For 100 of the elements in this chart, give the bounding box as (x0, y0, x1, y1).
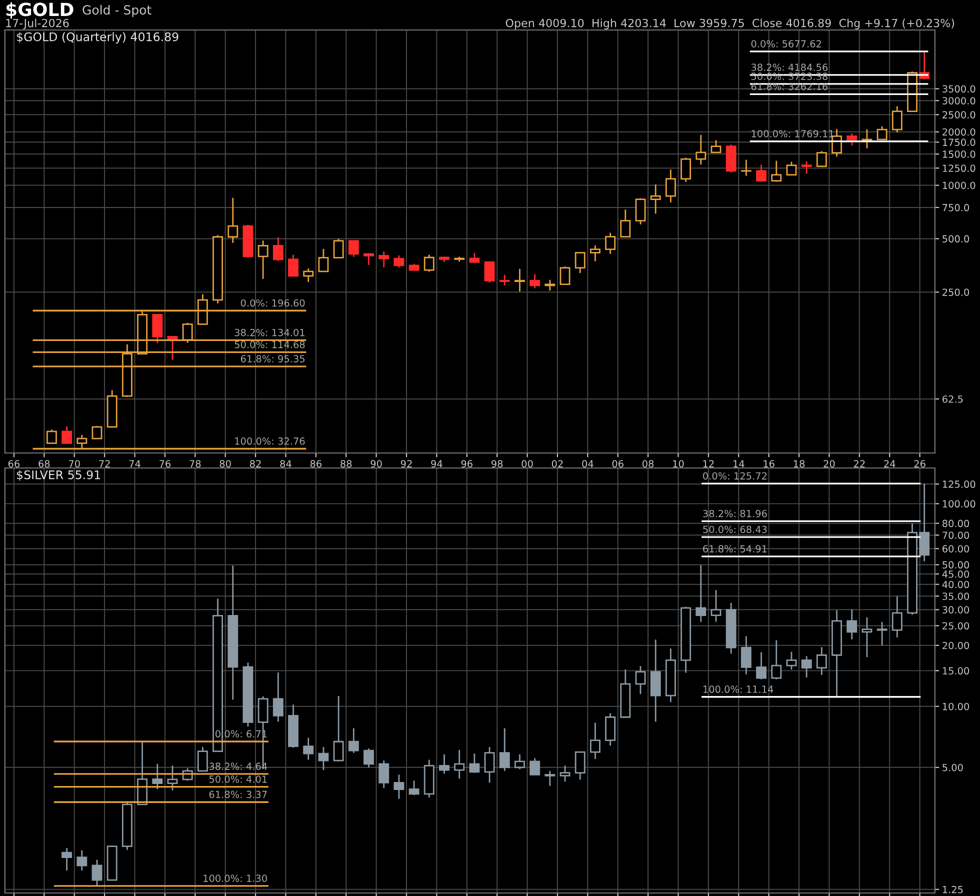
candlestick (876, 621, 888, 646)
y-tick-label: 500.0 (942, 235, 970, 243)
candlestick (439, 754, 450, 774)
x-tick-label: 26 (914, 460, 926, 468)
annotation: 100.0%: 1769.11 (752, 130, 834, 138)
x-tick-label: 86 (310, 460, 322, 468)
annotation: 38.2%: 4184.56 (751, 64, 828, 71)
candlestick (605, 232, 616, 255)
annotation: 38.2%: 81.96 (703, 510, 767, 518)
text: $GOLD (6, 2, 74, 19)
candlestick (46, 428, 57, 444)
y-tick-label: 10.00 (942, 702, 970, 710)
y-tick-label: 35.00 (942, 592, 970, 600)
candlestick (394, 774, 404, 800)
x-tick-label: 84 (280, 460, 292, 468)
x-tick-label: 06 (612, 460, 624, 468)
candlestick (424, 254, 434, 272)
y-tick-label: 70.00 (942, 532, 970, 539)
x-tick-label: 22 (854, 460, 865, 468)
x-tick-label: 82 (250, 460, 261, 468)
candlestick (892, 106, 902, 134)
x-tick-label: 96 (461, 460, 472, 468)
candlestick (862, 128, 872, 150)
y-tick-label: 1.25 (942, 886, 963, 894)
candlestick (348, 728, 359, 754)
y-tick-label: 1000.0 (942, 182, 976, 190)
x-tick-label: 14 (734, 460, 744, 468)
x-tick-label: 10 (673, 460, 684, 468)
y-tick-label: 3000.0 (942, 97, 976, 104)
candlestick (756, 164, 767, 183)
candlestick (574, 252, 586, 274)
candlestick (892, 596, 902, 638)
y-tick-label: 25.00 (942, 622, 970, 630)
candlestick (740, 635, 752, 675)
x-tick-label: 90 (370, 460, 382, 468)
annotation: 38.2%: 134.01 (234, 328, 304, 336)
candlestick (484, 261, 495, 284)
candlestick (484, 746, 495, 784)
candlestick (665, 168, 676, 204)
annotation: 61.8%: 95.35 (240, 355, 304, 362)
candlestick (786, 651, 797, 670)
candlestick (272, 236, 284, 262)
candlestick (348, 240, 359, 258)
x-tick-label: 80 (220, 460, 231, 468)
candlestick (544, 279, 556, 292)
annotation: 61.8%: 3262.16 (751, 82, 828, 90)
annotation: 0.0%: 125.72 (703, 472, 767, 480)
y-tick-label: 50.00 (942, 561, 970, 569)
candlestick (318, 746, 329, 771)
candlestick (756, 652, 767, 680)
x-tick-label: 76 (160, 460, 171, 468)
candlestick (499, 274, 510, 286)
text: 17-Jul-2026 (6, 18, 69, 30)
candlestick (771, 160, 782, 183)
candlestick (152, 314, 163, 344)
candlestick (530, 273, 540, 289)
x-tick-label: 20 (824, 460, 835, 468)
y-tick-label: 20.00 (942, 642, 970, 650)
candlestick (876, 126, 888, 140)
candlestick (590, 722, 600, 760)
annotation: 50.0%: 114.68 (234, 340, 305, 348)
candlestick (832, 128, 842, 158)
candlestick (574, 751, 586, 780)
candlestick (650, 638, 661, 722)
y-tick-label: 62.5 (942, 395, 963, 403)
candlestick (303, 737, 314, 760)
candlestick (710, 140, 722, 154)
candlestick (272, 672, 284, 722)
y-tick-label: 125.00 (942, 480, 976, 488)
text: Gold - Spot (82, 4, 152, 18)
candlestick (197, 746, 208, 772)
chart-title: $GOLD (Quarterly) 4016.89 (17, 32, 178, 44)
annotation: 61.8%: 54.91 (703, 545, 767, 552)
y-tick-label: 100.00 (942, 500, 976, 508)
x-tick-label: 02 (552, 460, 563, 468)
candlestick (696, 564, 706, 623)
y-tick-label: 3500.0 (942, 85, 976, 93)
annotation: 100.0%: 1.30 (204, 874, 267, 882)
candlestick (364, 748, 374, 768)
candlestick (92, 425, 102, 440)
candlestick (408, 780, 420, 796)
candlestick (846, 132, 858, 146)
candlestick (816, 150, 827, 168)
candlestick (740, 159, 752, 176)
candlestick (560, 764, 570, 782)
y-tick-label: 1750.0 (942, 138, 976, 146)
candlestick (228, 197, 238, 244)
annotation: 0.0%: 196.60 (240, 299, 305, 307)
candlestick (318, 248, 329, 272)
y-tick-label: 250.0 (942, 288, 970, 296)
annotation: 100.0%: 32.76 (235, 437, 305, 445)
x-tick-label: 00 (522, 460, 533, 468)
x-tick-label: 88 (340, 460, 352, 468)
candlestick (333, 695, 344, 762)
y-tick-label: 2500.0 (942, 111, 976, 118)
candlestick (650, 184, 661, 214)
x-tick-label: 18 (794, 460, 805, 468)
candlestick (258, 240, 268, 280)
x-tick-label: 04 (582, 460, 594, 468)
candlestick (710, 589, 722, 622)
